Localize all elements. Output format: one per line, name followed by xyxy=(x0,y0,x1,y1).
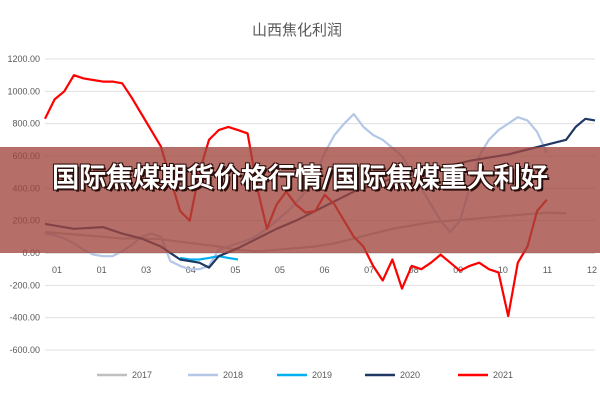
legend-label-2017: 2017 xyxy=(132,370,152,380)
x-tick-label: 12 xyxy=(587,265,597,275)
headline-text: 国际焦煤期货价格行情/国际焦煤重大利好 xyxy=(52,163,548,194)
y-tick-label: 1200.00 xyxy=(7,54,40,64)
chart-title: 山西焦化利润 xyxy=(252,21,342,39)
x-tick-label: 01 xyxy=(52,265,62,275)
x-tick-label: 05 xyxy=(275,265,285,275)
legend: 2017 2018 2019 2020 2021 xyxy=(97,370,513,380)
y-tick-label: 1000.00 xyxy=(7,86,40,96)
y-tick-label: 800.00 xyxy=(12,119,40,129)
x-tick-label: 01 xyxy=(97,265,107,275)
x-tick-label: 06 xyxy=(319,265,329,275)
y-tick-label: -400.00 xyxy=(9,313,40,323)
y-tick-label: -200.00 xyxy=(9,280,40,290)
y-tick-label: -600.00 xyxy=(9,345,40,355)
headline-banner: 国际焦煤期货价格行情/国际焦煤重大利好 xyxy=(0,147,600,253)
series-line-2019 xyxy=(179,255,239,261)
x-tick-label: 11 xyxy=(543,265,552,275)
x-tick-label: 07 xyxy=(364,265,374,275)
x-tick-label: 05 xyxy=(230,265,240,275)
x-tick-label: 10 xyxy=(498,265,508,275)
legend-label-2020: 2020 xyxy=(400,370,420,380)
legend-label-2018: 2018 xyxy=(223,370,243,380)
x-tick-label: 03 xyxy=(141,265,151,275)
x-tick-label: 08 xyxy=(409,265,419,275)
legend-label-2019: 2019 xyxy=(312,370,332,380)
y-tick-label: 0.00 xyxy=(22,248,40,258)
legend-label-2021: 2021 xyxy=(493,370,513,380)
